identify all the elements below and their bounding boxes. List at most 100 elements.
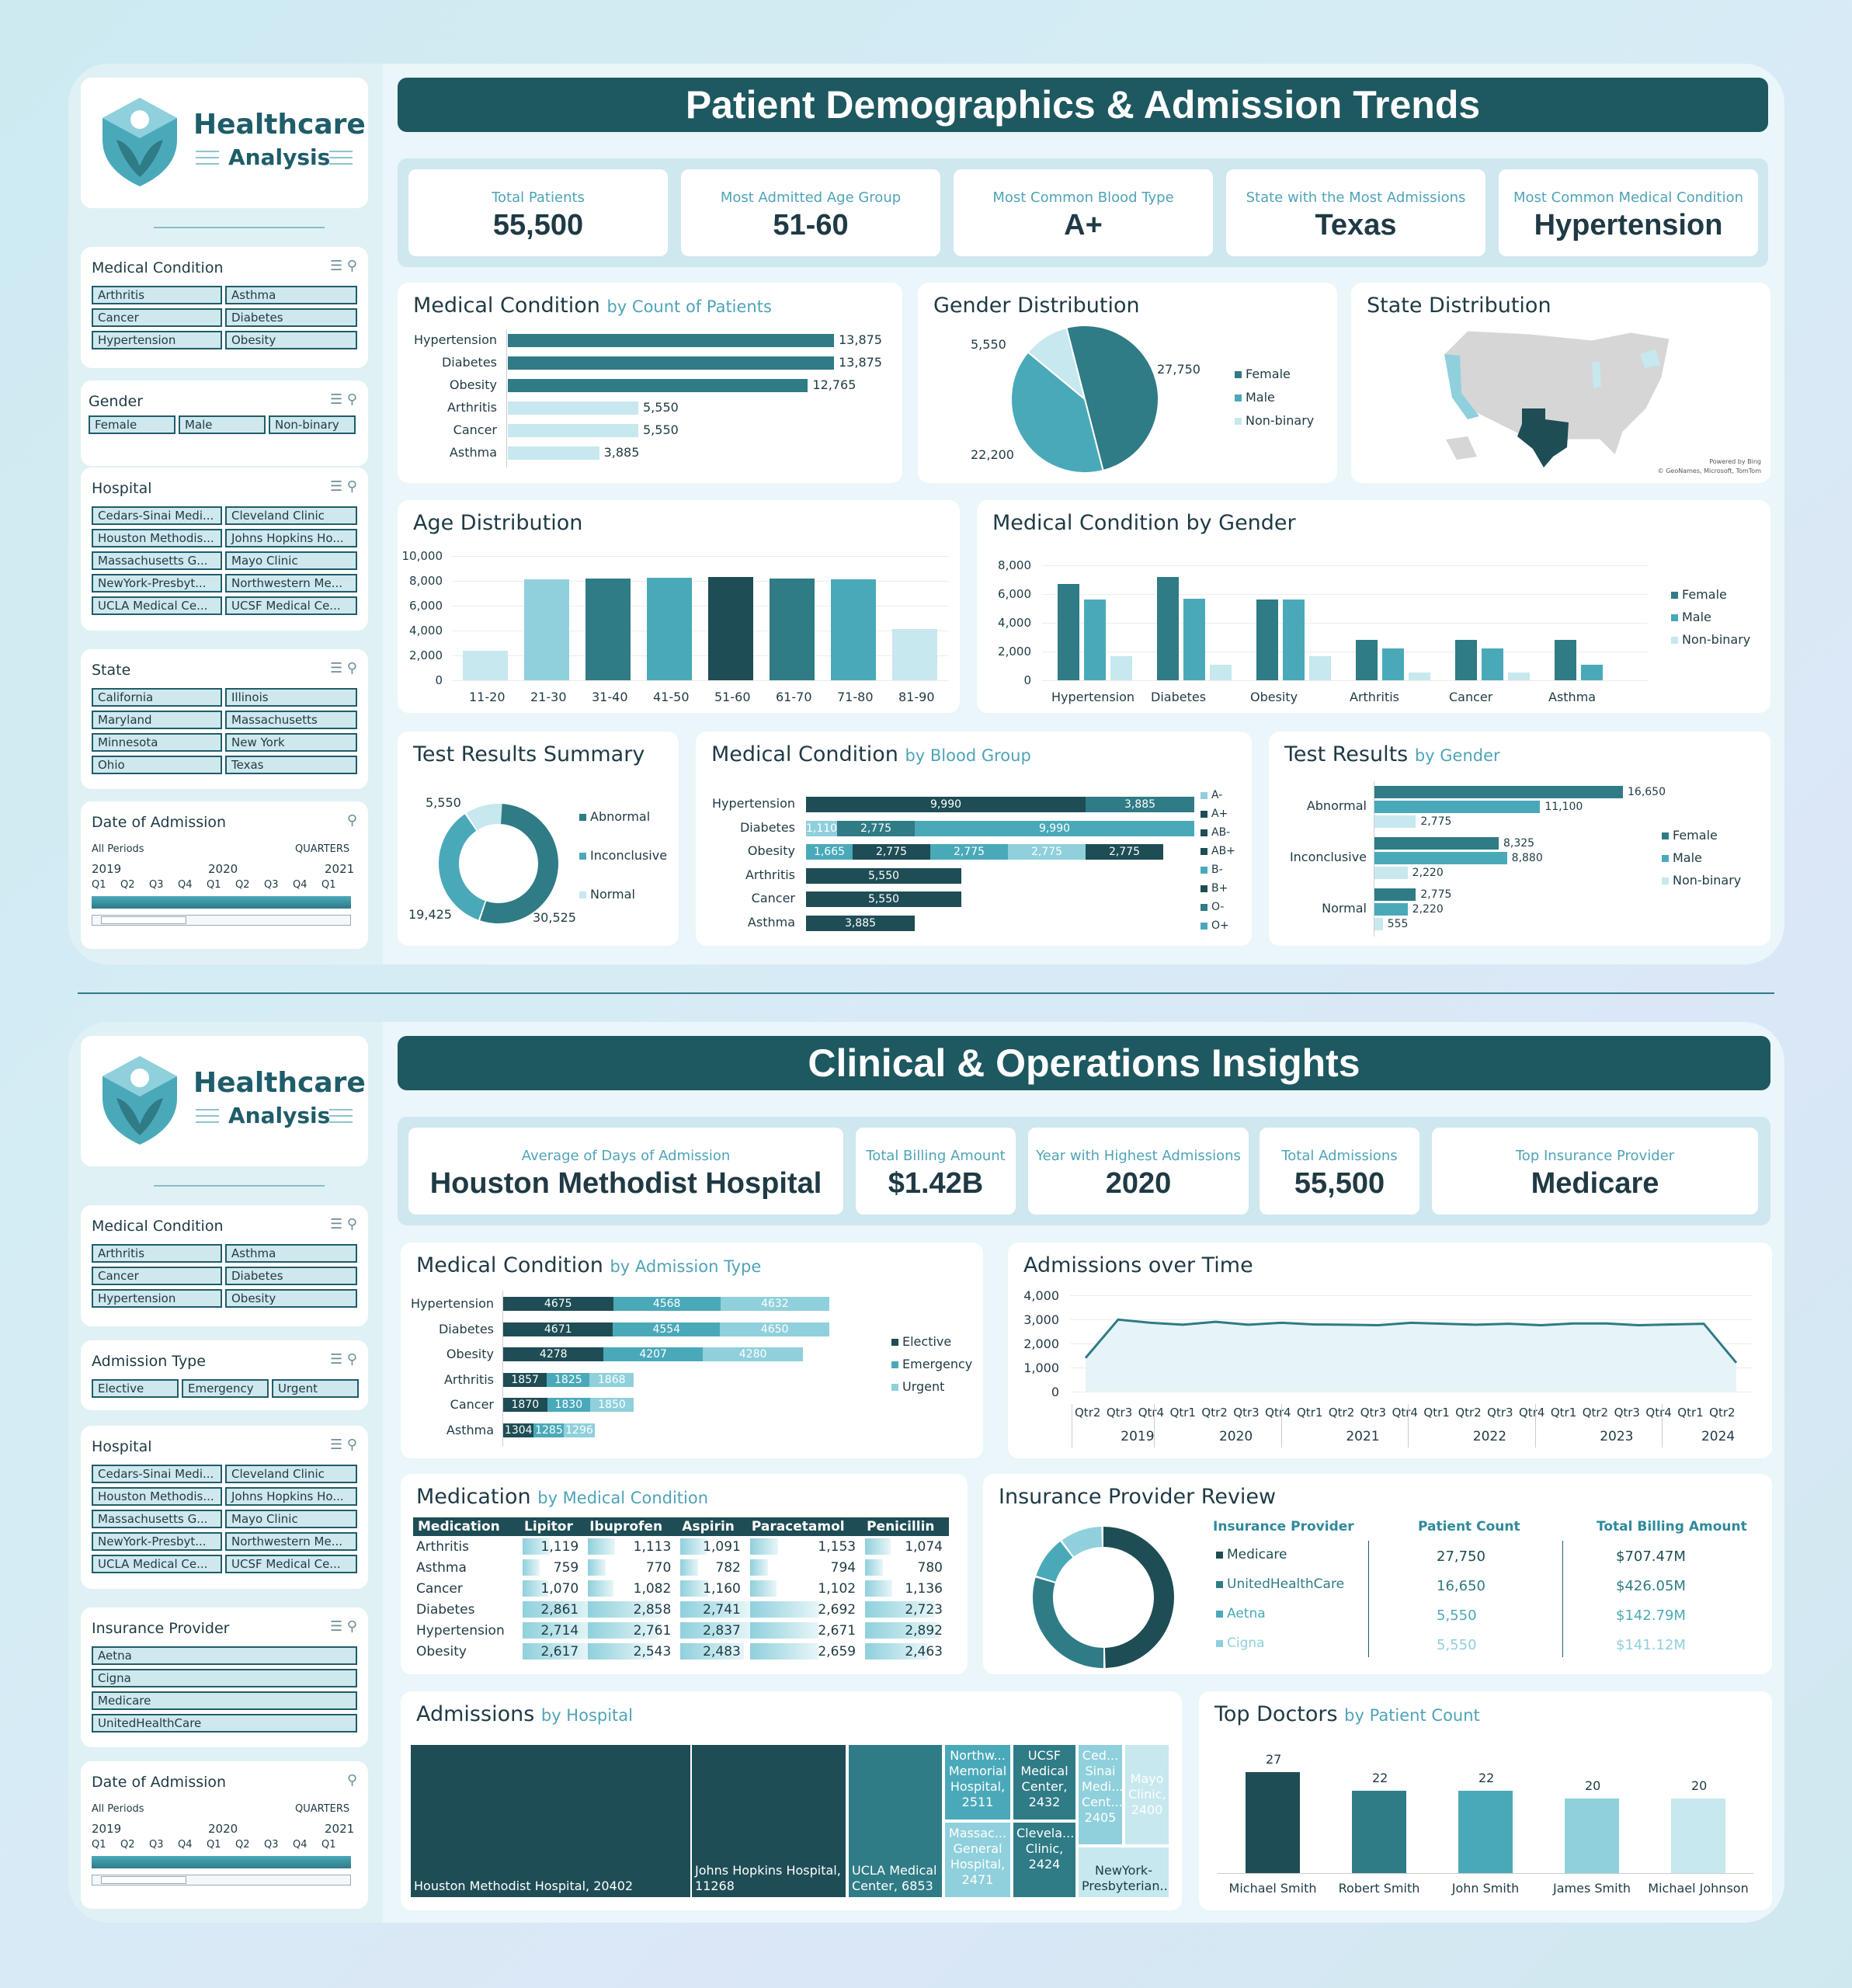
stacked-segment[interactable]: 2,775 — [853, 844, 930, 860]
chip[interactable]: Hypertension — [92, 331, 222, 349]
gender-bar[interactable] — [1210, 664, 1232, 680]
chip[interactable]: Elective — [92, 1379, 179, 1398]
treemap-tile[interactable]: NewYork-Presbyterian... — [1078, 1847, 1169, 1898]
age-bar[interactable] — [463, 650, 508, 680]
chip[interactable]: Cigna — [92, 1669, 357, 1687]
chip[interactable]: Texas — [225, 756, 357, 774]
donut-slice[interactable] — [439, 814, 486, 920]
chip[interactable]: Houston Methodis... — [92, 529, 222, 547]
stacked-segment[interactable]: 4671 — [503, 1322, 613, 1336]
quarter-label[interactable]: Q1 — [92, 879, 106, 891]
gender-bar[interactable] — [1374, 867, 1408, 879]
stacked-segment[interactable]: 9,990 — [915, 820, 1194, 836]
chip[interactable]: Female — [89, 415, 175, 434]
donut-slice[interactable] — [466, 804, 502, 831]
table-header[interactable]: Penicillin — [867, 1519, 935, 1534]
quarter-label[interactable]: Q3 — [149, 1839, 164, 1851]
gender-bar[interactable] — [1555, 640, 1576, 680]
donut-slice[interactable] — [1103, 1527, 1174, 1668]
table-header[interactable]: Lipitor — [523, 1519, 573, 1534]
age-bar[interactable] — [524, 579, 569, 680]
quarter-label[interactable]: Q4 — [293, 1839, 308, 1851]
treemap-tile[interactable]: UCSF Medical Center, 2432 — [1013, 1744, 1076, 1820]
timeline-range[interactable] — [92, 896, 351, 909]
clear-filter-icon[interactable]: ⚲ — [346, 1772, 357, 1788]
chip[interactable]: Illinois — [225, 688, 357, 707]
chip[interactable]: Male — [179, 415, 266, 434]
scrollbar-thumb[interactable] — [101, 1876, 186, 1884]
stacked-segment[interactable]: 2,775 — [1008, 844, 1086, 860]
chip[interactable]: Hypertension — [92, 1289, 222, 1308]
stacked-segment[interactable]: 1857 — [503, 1372, 547, 1387]
clear-filter-icon[interactable]: ⚲ — [346, 812, 357, 829]
stacked-segment[interactable]: 1,110 — [806, 820, 837, 836]
chip[interactable]: Minnesota — [92, 733, 222, 752]
treemap-tile[interactable]: Ced... Sinai Medi... Cent... 2405 — [1078, 1744, 1123, 1845]
admissions-line[interactable] — [1070, 1242, 1752, 1406]
chip[interactable]: Aetna — [92, 1646, 357, 1665]
stacked-segment[interactable]: 1850 — [590, 1398, 634, 1412]
stacked-segment[interactable]: 4650 — [720, 1322, 829, 1336]
gender-bar[interactable] — [1110, 655, 1132, 680]
stacked-segment[interactable]: 4280 — [702, 1347, 804, 1361]
quarter-label[interactable]: Q1 — [321, 879, 336, 891]
line-path[interactable] — [1084, 1318, 1738, 1364]
quarter-label[interactable]: Q2 — [120, 1839, 135, 1851]
stacked-segment[interactable]: 4207 — [603, 1347, 703, 1361]
chip[interactable]: Northwestern Me... — [225, 1532, 357, 1551]
chip[interactable]: Obesity — [225, 331, 357, 349]
quarter-label[interactable]: Q3 — [149, 879, 164, 891]
table-header[interactable]: Aspirin — [682, 1519, 735, 1534]
chip[interactable]: Mayo Clinic — [225, 1510, 357, 1528]
chip[interactable]: Massachusetts — [225, 711, 357, 729]
stacked-segment[interactable]: 1304 — [503, 1423, 534, 1437]
chip[interactable]: Cedars-Sinai Medi... — [92, 1465, 222, 1483]
gender-bar[interactable] — [1374, 837, 1499, 850]
chip[interactable]: Asthma — [225, 1244, 357, 1263]
timeline-date-of-admission[interactable]: Date of Admission ⚲ All Periods QUARTERS… — [81, 1761, 368, 1909]
treemap-tile[interactable]: Houston Methodist Hospital, 20402 — [410, 1744, 691, 1898]
stacked-segment[interactable]: 1830 — [547, 1398, 590, 1412]
chip[interactable]: Johns Hopkins Ho... — [225, 1487, 357, 1506]
age-bar[interactable] — [585, 578, 631, 680]
chip[interactable]: UCLA Medical Ce... — [92, 596, 222, 615]
gender-bar[interactable] — [1183, 598, 1205, 680]
multi-select-filter-icon[interactable]: ☰ ⚲ — [329, 1437, 357, 1453]
bar[interactable] — [508, 401, 638, 415]
gender-bar[interactable] — [1157, 576, 1179, 680]
chip[interactable]: Urgent — [272, 1379, 359, 1398]
stacked-segment[interactable]: 3,885 — [806, 915, 915, 931]
chip[interactable]: Diabetes — [225, 1267, 357, 1285]
chip[interactable]: Northwestern Me... — [225, 574, 357, 593]
quarter-label[interactable]: Q3 — [264, 1839, 279, 1851]
chip[interactable]: Cancer — [92, 308, 222, 327]
bar[interactable] — [508, 379, 808, 392]
doctor-bar[interactable] — [1565, 1798, 1619, 1873]
age-bar[interactable] — [708, 577, 753, 680]
stacked-segment[interactable]: 4675 — [503, 1297, 613, 1311]
chip[interactable]: NewYork-Presbyt... — [92, 1532, 222, 1551]
gender-bar[interactable] — [1455, 640, 1477, 680]
chip[interactable]: Asthma — [225, 286, 357, 304]
chip[interactable]: Massachusetts G... — [92, 1510, 222, 1528]
chip[interactable]: New York — [225, 733, 357, 752]
treemap-tile[interactable]: Clevela... Clinic, 2424 — [1013, 1822, 1076, 1898]
gender-bar[interactable] — [1084, 600, 1106, 680]
bar[interactable] — [508, 356, 834, 370]
stacked-segment[interactable]: 5,550 — [806, 891, 961, 907]
age-bar[interactable] — [892, 629, 937, 680]
doctor-bar[interactable] — [1352, 1791, 1406, 1873]
doctor-bar[interactable] — [1671, 1798, 1725, 1873]
quarter-label[interactable]: Q2 — [235, 1839, 250, 1851]
chip[interactable]: NewYork-Presbyt... — [92, 574, 222, 593]
gender-bar[interactable] — [1374, 786, 1623, 798]
quarter-label[interactable]: Q1 — [321, 1839, 336, 1851]
gender-bar[interactable] — [1581, 664, 1603, 680]
table-header[interactable]: Ibuprofen — [589, 1519, 663, 1534]
chip[interactable]: UCSF Medical Ce... — [225, 1555, 357, 1573]
donut-slice[interactable] — [1062, 1527, 1103, 1557]
chip[interactable]: Cleveland Clinic — [225, 506, 357, 525]
gender-bar[interactable] — [1283, 600, 1305, 680]
chip[interactable]: Arthritis — [92, 286, 222, 304]
gender-bar[interactable] — [1374, 815, 1416, 828]
